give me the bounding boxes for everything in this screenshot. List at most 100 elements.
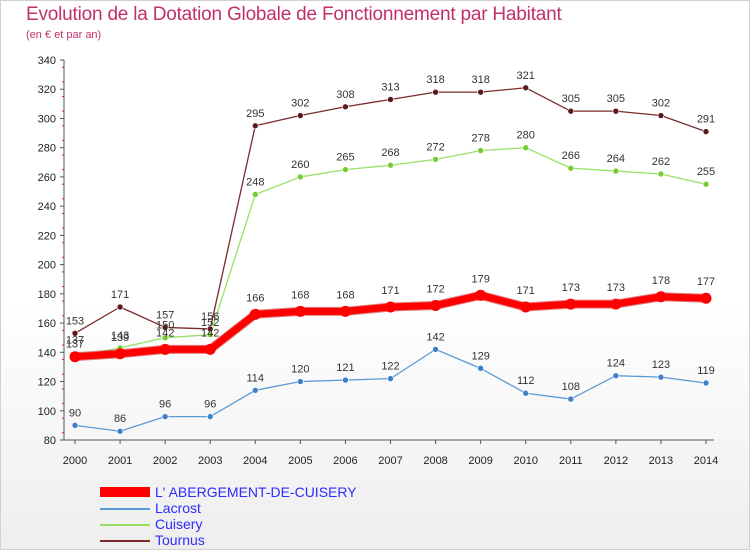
data-label: 96 bbox=[159, 399, 171, 411]
data-point bbox=[700, 292, 712, 304]
data-label: 153 bbox=[66, 315, 84, 327]
x-tick-label: 2007 bbox=[378, 455, 402, 467]
data-label: 124 bbox=[607, 358, 625, 370]
data-point bbox=[477, 147, 484, 154]
legend-label: Cuisery bbox=[155, 516, 203, 532]
data-label: 137 bbox=[66, 335, 84, 347]
data-label: 318 bbox=[426, 74, 444, 86]
y-tick-label: 260 bbox=[38, 172, 56, 184]
data-point bbox=[249, 308, 261, 320]
data-label: 173 bbox=[607, 282, 625, 294]
y-tick-label: 200 bbox=[38, 260, 56, 272]
data-label: 268 bbox=[381, 147, 399, 159]
chart-data-labels: 137 139 142 142 166 168 168 171 172 179 171 173 173 1… bbox=[66, 70, 715, 425]
x-tick-label: 2011 bbox=[559, 455, 583, 467]
data-point bbox=[565, 298, 577, 310]
data-point bbox=[387, 96, 394, 103]
data-label: 156 bbox=[201, 311, 219, 323]
data-label: 305 bbox=[607, 93, 625, 105]
data-label: 122 bbox=[381, 361, 399, 373]
data-label: 264 bbox=[607, 153, 625, 165]
chart-series bbox=[69, 84, 712, 435]
series-l-abergement-de-cuisery bbox=[69, 289, 712, 363]
x-tick-label: 2004 bbox=[243, 455, 267, 467]
data-point bbox=[206, 325, 214, 333]
chart-title: Evolution de la Dotation Globale de Fonc… bbox=[26, 4, 562, 25]
data-point bbox=[251, 387, 259, 394]
data-label: 272 bbox=[426, 141, 444, 153]
data-point bbox=[567, 395, 575, 403]
data-label: 123 bbox=[652, 359, 670, 371]
data-label: 321 bbox=[517, 70, 535, 82]
data-point bbox=[657, 373, 665, 381]
y-tick-label: 100 bbox=[38, 406, 56, 418]
data-point bbox=[161, 324, 169, 331]
x-tick-label: 2010 bbox=[513, 455, 537, 467]
y-tick-label: 240 bbox=[38, 201, 56, 213]
data-label: 112 bbox=[517, 375, 535, 387]
data-label: 177 bbox=[697, 276, 715, 288]
data-label: 318 bbox=[471, 74, 489, 86]
data-point bbox=[657, 170, 665, 178]
data-point bbox=[116, 303, 124, 311]
data-label: 90 bbox=[69, 407, 81, 419]
data-point bbox=[297, 378, 304, 385]
y-tick-label: 340 bbox=[38, 55, 56, 67]
data-point bbox=[522, 144, 530, 151]
data-label: 119 bbox=[697, 365, 715, 377]
data-label: 139 bbox=[111, 332, 129, 344]
data-label: 150 bbox=[156, 320, 174, 332]
data-label: 108 bbox=[562, 381, 580, 393]
data-point bbox=[567, 107, 575, 115]
data-point bbox=[477, 88, 484, 96]
data-label: 121 bbox=[336, 362, 354, 374]
x-tick-label: 2006 bbox=[333, 455, 357, 467]
y-tick-label: 80 bbox=[44, 435, 56, 447]
data-point bbox=[612, 372, 620, 379]
data-label: 96 bbox=[204, 399, 216, 411]
data-label: 171 bbox=[517, 285, 535, 297]
legend-swatch bbox=[100, 540, 150, 542]
data-label: 262 bbox=[652, 156, 670, 168]
x-tick-label: 2002 bbox=[153, 455, 177, 467]
data-point bbox=[297, 173, 304, 181]
data-label: 255 bbox=[697, 166, 715, 178]
data-point bbox=[69, 351, 81, 363]
data-point bbox=[610, 298, 622, 310]
data-point bbox=[475, 289, 487, 301]
data-point bbox=[71, 422, 79, 429]
data-label: 168 bbox=[291, 289, 309, 301]
data-label: 142 bbox=[426, 331, 444, 343]
data-label: 173 bbox=[562, 282, 580, 294]
data-point bbox=[161, 334, 169, 341]
data-point bbox=[520, 301, 532, 313]
chart-subtitle: (en € et par an) bbox=[26, 29, 102, 41]
data-label: 143 bbox=[111, 330, 129, 342]
legend-label: L' ABERGEMENT-DE-CUISERY bbox=[155, 484, 357, 500]
y-tick-label: 220 bbox=[38, 230, 56, 242]
data-point bbox=[251, 122, 259, 130]
data-point bbox=[567, 164, 575, 172]
data-point bbox=[342, 376, 349, 384]
legend-label: Tournus bbox=[155, 532, 205, 548]
data-point bbox=[430, 300, 442, 312]
legend-label: Lacrost bbox=[155, 500, 201, 516]
data-label: 280 bbox=[517, 130, 535, 142]
data-point bbox=[385, 301, 396, 313]
data-label: 152 bbox=[201, 317, 219, 329]
data-label: 265 bbox=[336, 152, 354, 164]
data-label: 308 bbox=[336, 89, 354, 101]
x-tick-label: 2009 bbox=[468, 455, 492, 467]
chart-axes: 80 100 120 140 160 180 200 220 240 260 280 300 320 34… bbox=[38, 55, 719, 467]
data-point bbox=[432, 88, 439, 96]
x-tick-label: 2013 bbox=[649, 455, 673, 467]
data-label: 157 bbox=[156, 309, 174, 321]
data-label: 302 bbox=[291, 98, 309, 110]
data-point bbox=[342, 166, 349, 173]
data-point bbox=[206, 413, 214, 420]
data-point bbox=[114, 348, 126, 360]
data-label: 305 bbox=[562, 93, 580, 105]
data-point bbox=[161, 413, 169, 420]
data-point bbox=[204, 343, 216, 355]
data-label: 142 bbox=[201, 327, 219, 339]
